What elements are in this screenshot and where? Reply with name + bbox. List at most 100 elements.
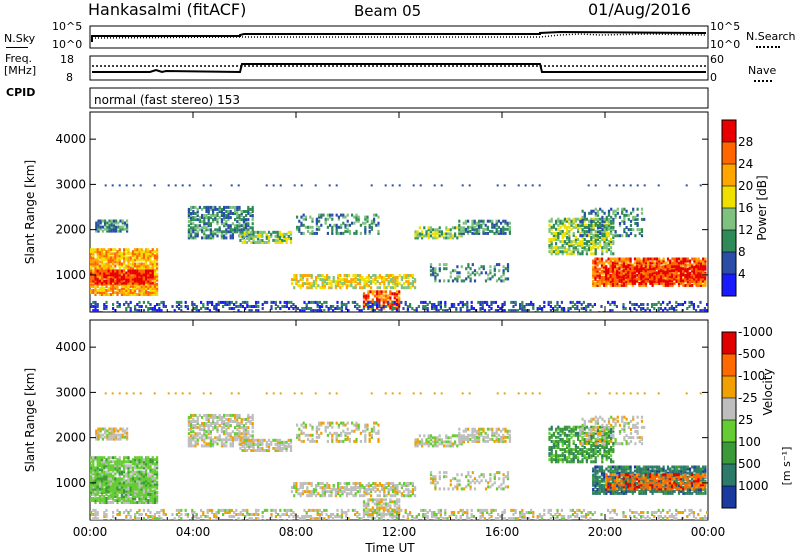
- velocity-cell: [205, 424, 208, 428]
- power-cell: [609, 269, 612, 273]
- velocity-cell: [92, 470, 95, 474]
- power-cell: [550, 219, 553, 223]
- power-cell: [561, 229, 564, 233]
- power-cell: [151, 271, 154, 275]
- power-cell: [416, 234, 419, 238]
- power-cell: [638, 257, 641, 261]
- power-cell: [614, 261, 617, 265]
- power-cell: [550, 225, 553, 229]
- power-cell: [216, 228, 219, 232]
- velocity-cell: [136, 477, 139, 481]
- power-cell: [192, 236, 195, 240]
- power-cell: [364, 217, 367, 221]
- velocity-cell: [120, 485, 123, 489]
- power-cell: [354, 278, 357, 282]
- power-cell: [136, 258, 139, 262]
- power-cell: [359, 231, 362, 235]
- power-cell: [653, 267, 656, 271]
- power-cell: [660, 261, 663, 265]
- power-cell: [109, 284, 112, 288]
- power-cell: [131, 260, 134, 264]
- power-cell: [203, 214, 206, 217]
- power-cell: [609, 265, 612, 269]
- power-cell: [610, 226, 613, 229]
- power-cell: [585, 234, 589, 238]
- velocity-cell: [96, 474, 99, 478]
- power-cell: [614, 283, 617, 287]
- power-cell: [228, 303, 231, 306]
- power-cell: [613, 303, 616, 306]
- power-cell: [123, 252, 126, 256]
- power-cell: [151, 266, 154, 270]
- power-cell: [704, 271, 707, 275]
- power-cell: [631, 269, 634, 273]
- power-cell: [684, 283, 687, 287]
- power-cell: [548, 229, 551, 233]
- power-cell: [312, 284, 315, 288]
- power-cell: [609, 261, 612, 265]
- power-cell: [125, 256, 128, 260]
- power-cell: [149, 262, 152, 266]
- power-cell: [603, 269, 606, 273]
- power-cell: [605, 259, 608, 263]
- velocity-cell: [196, 426, 199, 430]
- velocity-cell: [114, 466, 117, 470]
- power-cell: [664, 265, 667, 269]
- power-cell: [140, 250, 143, 254]
- velocity-cell: [94, 494, 97, 498]
- power-cell: [96, 258, 99, 262]
- power-cell: [194, 228, 197, 232]
- power-cell: [697, 275, 700, 279]
- power-cell: [298, 219, 301, 223]
- power-cell: [459, 300, 462, 304]
- velocity-cell: [131, 466, 134, 470]
- power-cell: [245, 241, 249, 244]
- power-cell: [583, 231, 586, 235]
- velocity-cell: [203, 428, 206, 432]
- power-cell: [371, 290, 374, 294]
- power-cell: [605, 250, 608, 254]
- power-cell: [646, 275, 649, 279]
- power-cell: [151, 275, 154, 279]
- velocity-cell: [140, 462, 143, 466]
- power-cell: [644, 279, 648, 283]
- power-cell: [376, 286, 379, 290]
- power-cell: [635, 279, 638, 283]
- nsearch-label: N.Search: [746, 30, 796, 43]
- power-cell: [506, 277, 510, 281]
- power-cell: [629, 257, 632, 261]
- power-cell: [196, 224, 199, 228]
- velocity-cell: [105, 464, 108, 468]
- power-cell: [664, 261, 667, 265]
- velocity-cell: [203, 413, 206, 417]
- power-cell: [609, 275, 612, 279]
- velocity-cell: [126, 435, 129, 439]
- power-cell: [393, 292, 396, 296]
- power-cell: [147, 264, 150, 268]
- velocity-cell: [134, 472, 137, 476]
- velocity-cell: [194, 426, 197, 430]
- power-cell: [434, 279, 437, 283]
- power-cell: [550, 244, 553, 248]
- power-cell: [373, 300, 376, 304]
- velocity-cell: [149, 464, 152, 468]
- power-cell: [473, 273, 477, 277]
- velocity-cell: [118, 466, 121, 470]
- power-cell: [114, 273, 117, 277]
- power-cell: [389, 304, 392, 308]
- power-cell: [316, 303, 319, 306]
- power-cell: [365, 294, 368, 298]
- power-cell: [525, 303, 528, 306]
- power-cell: [596, 269, 599, 273]
- velocity-cell: [118, 470, 121, 474]
- power-cell: [649, 261, 652, 265]
- power-cell: [688, 267, 691, 271]
- power-cell: [112, 227, 115, 231]
- power-cell: [140, 252, 143, 256]
- power-cell: [574, 307, 577, 310]
- power-cell: [649, 277, 652, 281]
- power-cell: [649, 275, 652, 279]
- power-cell: [603, 240, 606, 244]
- velocity-cell: [136, 485, 139, 489]
- power-cell: [392, 286, 395, 290]
